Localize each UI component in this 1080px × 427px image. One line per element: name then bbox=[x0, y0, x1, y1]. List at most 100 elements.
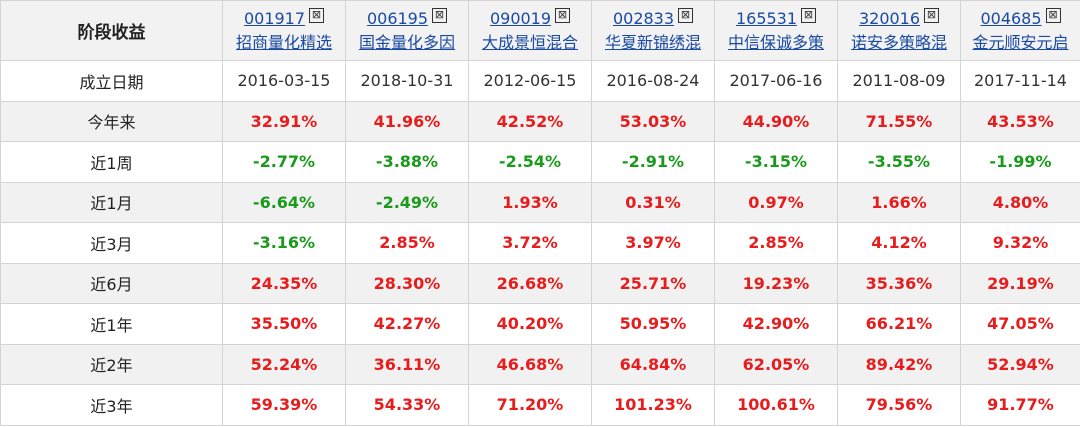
return-value-cell: -3.55% bbox=[837, 141, 961, 183]
return-value-cell: 2.85% bbox=[714, 222, 838, 264]
inception-date-cell: 2017-11-14 bbox=[960, 60, 1080, 102]
return-value-cell: 89.42% bbox=[837, 343, 961, 385]
fund-code-link[interactable]: 001917 bbox=[243, 9, 306, 28]
return-value-cell: 44.90% bbox=[714, 100, 838, 142]
table-body: 成立日期 2016-03-15 2018-10-31 2012-06-15 2016-0… bbox=[0, 60, 1080, 426]
header-row: 阶段收益 001917 ⊠ 招商量化精选 006195 ⊠ 国金量化多因 090019 ⊠ 大成… bbox=[0, 0, 1080, 61]
fund-code-line: 165531 ⊠ bbox=[716, 7, 837, 31]
return-value-cell: 28.30% bbox=[345, 262, 469, 304]
fund-code-link[interactable]: 004685 bbox=[980, 9, 1042, 28]
row-label: 成立日期 bbox=[0, 60, 223, 102]
return-value-cell: 64.84% bbox=[591, 343, 715, 385]
return-value-cell: 36.11% bbox=[345, 343, 469, 385]
remove-fund-icon[interactable]: ⊠ bbox=[678, 8, 694, 23]
return-value-cell: 25.71% bbox=[591, 262, 715, 304]
return-value-cell: 52.94% bbox=[960, 343, 1080, 385]
return-value-cell: 40.20% bbox=[468, 303, 592, 345]
return-value-cell: 71.55% bbox=[837, 100, 961, 142]
fund-code-line: 090019 ⊠ bbox=[470, 7, 591, 31]
fund-code-line: 001917 ⊠ bbox=[224, 7, 345, 31]
return-value-cell: 62.05% bbox=[714, 343, 838, 385]
remove-fund-icon[interactable]: ⊠ bbox=[555, 8, 571, 23]
remove-fund-icon[interactable]: ⊠ bbox=[309, 8, 325, 23]
row-label: 近3年 bbox=[0, 384, 223, 426]
remove-fund-icon[interactable]: ⊠ bbox=[1045, 8, 1061, 23]
return-value-cell: 35.50% bbox=[222, 303, 346, 345]
inception-date-cell: 2018-10-31 bbox=[345, 60, 469, 102]
return-value-cell: 59.39% bbox=[222, 384, 346, 426]
fund-header: 004685 ⊠ 金元顺安元启 bbox=[960, 0, 1080, 61]
return-value-cell: 26.68% bbox=[468, 262, 592, 304]
return-value-cell: 54.33% bbox=[345, 384, 469, 426]
return-value-cell: 66.21% bbox=[837, 303, 961, 345]
row-label: 今年来 bbox=[0, 100, 223, 142]
return-value-cell: 19.23% bbox=[714, 262, 838, 304]
fund-name-link[interactable]: 诺安多策略混 bbox=[850, 32, 947, 52]
return-value-cell: 3.97% bbox=[591, 222, 715, 264]
return-value-cell: 52.24% bbox=[222, 343, 346, 385]
fund-name-link[interactable]: 招商量化精选 bbox=[235, 32, 332, 52]
return-value-cell: 2.85% bbox=[345, 222, 469, 264]
return-value-cell: 4.12% bbox=[837, 222, 961, 264]
row-label: 近6月 bbox=[0, 262, 223, 304]
fund-code-line: 002833 ⊠ bbox=[593, 7, 714, 31]
fund-code-line: 006195 ⊠ bbox=[347, 7, 468, 31]
return-value-cell: 29.19% bbox=[960, 262, 1080, 304]
return-value-cell: 0.31% bbox=[591, 181, 715, 223]
return-value-cell: 4.80% bbox=[960, 181, 1080, 223]
return-value-cell: 41.96% bbox=[345, 100, 469, 142]
return-value-cell: 1.93% bbox=[468, 181, 592, 223]
return-value-cell: 46.68% bbox=[468, 343, 592, 385]
row-label: 近2年 bbox=[0, 343, 223, 385]
fund-header: 320016 ⊠ 诺安多策略混 bbox=[837, 0, 961, 61]
return-value-cell: 43.53% bbox=[960, 100, 1080, 142]
fund-header: 002833 ⊠ 华夏新锦绣混 bbox=[591, 0, 715, 61]
table-row: 成立日期 2016-03-15 2018-10-31 2012-06-15 2016-0… bbox=[0, 60, 1080, 102]
table-row: 近2年 52.24% 36.11% 46.68% 64.84% 62.05% 89.42% 5… bbox=[0, 343, 1080, 385]
return-value-cell: 35.36% bbox=[837, 262, 961, 304]
return-value-cell: -3.15% bbox=[714, 141, 838, 183]
fund-name-link[interactable]: 中信保诚多策 bbox=[727, 32, 824, 52]
fund-code-link[interactable]: 090019 bbox=[489, 9, 552, 28]
return-value-cell: 1.66% bbox=[837, 181, 961, 223]
table-row: 近1周 -2.77% -3.88% -2.54% -2.91% -3.15% -3.55% -… bbox=[0, 141, 1080, 183]
return-value-cell: 53.03% bbox=[591, 100, 715, 142]
table-row: 近3年 59.39% 54.33% 71.20% 101.23% 100.61% 79.56… bbox=[0, 384, 1080, 426]
return-value-cell: -3.16% bbox=[222, 222, 346, 264]
return-value-cell: 100.61% bbox=[714, 384, 838, 426]
return-value-cell: 101.23% bbox=[591, 384, 715, 426]
fund-name-link[interactable]: 国金量化多因 bbox=[358, 32, 455, 52]
return-value-cell: 3.72% bbox=[468, 222, 592, 264]
fund-name-link[interactable]: 华夏新锦绣混 bbox=[604, 32, 701, 52]
fund-code-link[interactable]: 002833 bbox=[612, 9, 675, 28]
return-value-cell: 42.52% bbox=[468, 100, 592, 142]
inception-date-cell: 2017-06-16 bbox=[714, 60, 838, 102]
fund-code-link[interactable]: 165531 bbox=[735, 9, 798, 28]
fund-code-line: 004685 ⊠ bbox=[962, 7, 1080, 31]
remove-fund-icon[interactable]: ⊠ bbox=[801, 8, 817, 23]
fund-name-link[interactable]: 金元顺安元启 bbox=[972, 32, 1069, 52]
return-value-cell: -1.99% bbox=[960, 141, 1080, 183]
fund-header: 001917 ⊠ 招商量化精选 bbox=[222, 0, 346, 61]
return-value-cell: -2.91% bbox=[591, 141, 715, 183]
return-value-cell: 50.95% bbox=[591, 303, 715, 345]
remove-fund-icon[interactable]: ⊠ bbox=[924, 8, 940, 23]
return-value-cell: 47.05% bbox=[960, 303, 1080, 345]
row-label: 近1月 bbox=[0, 181, 223, 223]
fund-header: 090019 ⊠ 大成景恒混合 bbox=[468, 0, 592, 61]
fund-code-link[interactable]: 006195 bbox=[366, 9, 429, 28]
fund-name-link[interactable]: 大成景恒混合 bbox=[481, 32, 578, 52]
remove-fund-icon[interactable]: ⊠ bbox=[432, 8, 448, 23]
return-value-cell: 9.32% bbox=[960, 222, 1080, 264]
return-value-cell: 42.27% bbox=[345, 303, 469, 345]
table-row: 近6月 24.35% 28.30% 26.68% 25.71% 19.23% 35.36% 2… bbox=[0, 262, 1080, 304]
fund-code-link[interactable]: 320016 bbox=[858, 9, 921, 28]
row-label: 近3月 bbox=[0, 222, 223, 264]
return-value-cell: -2.49% bbox=[345, 181, 469, 223]
table-row: 近3月 -3.16% 2.85% 3.72% 3.97% 2.85% 4.12% 9.32% bbox=[0, 222, 1080, 264]
fund-code-line: 320016 ⊠ bbox=[839, 7, 960, 31]
inception-date-cell: 2011-08-09 bbox=[837, 60, 961, 102]
return-value-cell: -6.64% bbox=[222, 181, 346, 223]
return-value-cell: 71.20% bbox=[468, 384, 592, 426]
